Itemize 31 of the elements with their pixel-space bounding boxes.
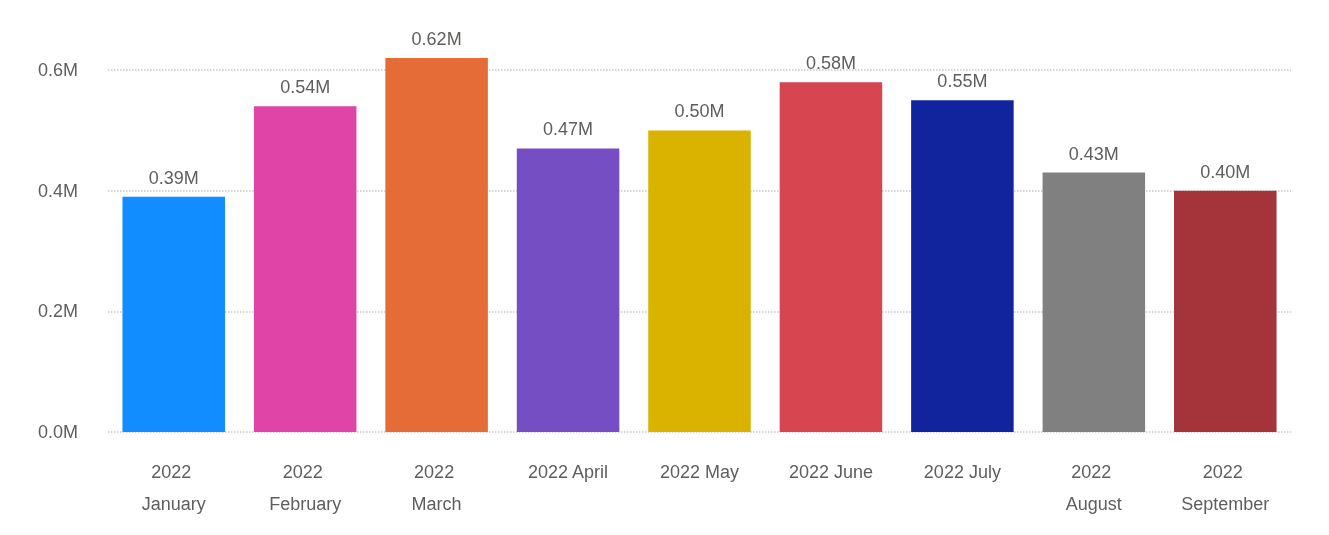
x-tick-label: 2022 March	[411, 462, 462, 514]
bar	[253, 106, 357, 432]
x-tick-label: 2022 February	[269, 462, 342, 514]
x-tick-label: 2022 September	[1181, 462, 1270, 514]
bar	[385, 58, 488, 432]
data-label: 0.54M	[280, 77, 331, 98]
x-tick-label: 2022 April	[528, 462, 609, 482]
y-tick-label: 0.0M	[37, 422, 78, 442]
bar	[648, 130, 751, 432]
data-label: 0.47M	[543, 119, 594, 140]
data-label: 0.50M	[674, 101, 725, 122]
data-label: 0.43M	[1068, 143, 1119, 164]
bar	[1174, 190, 1277, 432]
y-tick-label: 0.4M	[37, 180, 78, 201]
bar	[1042, 172, 1146, 432]
bar	[122, 196, 225, 432]
bar	[779, 82, 883, 432]
x-tick-label: 2022 January	[141, 462, 206, 514]
data-label: 0.58M	[805, 53, 856, 74]
data-label: 0.62M	[411, 29, 462, 49]
y-tick-label: 0.2M	[37, 301, 78, 322]
x-tick-label: 2022 June	[788, 462, 873, 482]
data-label: 0.40M	[1200, 161, 1251, 182]
y-tick-label: 0.6M	[37, 60, 78, 81]
data-label: 0.39M	[148, 167, 199, 188]
x-tick-label: 2022 July	[923, 462, 1001, 482]
x-tick-label: 2022 August	[1065, 462, 1122, 514]
data-label: 0.55M	[937, 71, 988, 92]
bar	[516, 148, 620, 432]
x-tick-label: 2022 May	[659, 462, 740, 482]
bar	[911, 100, 1014, 432]
